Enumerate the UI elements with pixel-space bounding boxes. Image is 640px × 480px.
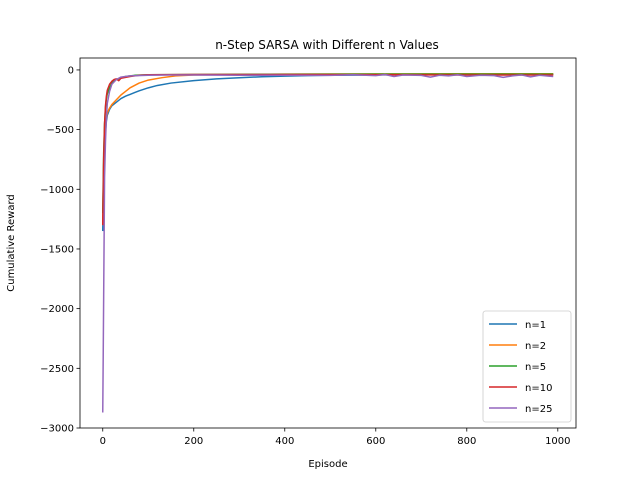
y-axis-ticks: 0 −500 −1000 −1500 −2000 −2500 −3000	[40, 65, 80, 435]
series-line-5	[102, 73, 554, 413]
y-tick-label: −2500	[40, 364, 74, 375]
y-tick-label: 0	[68, 65, 74, 76]
legend-entry-1: n=1	[525, 320, 546, 331]
x-tick-label: 800	[457, 436, 476, 447]
x-axis-ticks: 0 200 400 600 800 1000	[100, 428, 571, 447]
x-tick-label: 600	[366, 436, 385, 447]
x-tick-label: 200	[184, 436, 203, 447]
legend: n=1 n=2 n=5 n=10 n=25	[482, 310, 572, 423]
x-tick-label: 1000	[545, 436, 570, 447]
legend-entry-5: n=25	[525, 404, 552, 415]
legend-entry-3: n=5	[525, 362, 546, 373]
series-layer	[102, 73, 554, 413]
chart-title: n-Step SARSA with Different n Values	[215, 38, 439, 52]
x-axis-label: Episode	[308, 459, 347, 470]
plot-frame	[79, 57, 577, 429]
y-tick-label: −1000	[40, 185, 74, 196]
y-tick-label: −3000	[40, 424, 74, 435]
y-axis-label: Cumulative Reward	[6, 194, 17, 292]
y-tick-label: −1500	[40, 244, 74, 255]
legend-frame	[482, 310, 572, 423]
plot-area	[79, 57, 577, 429]
series-line-4	[102, 73, 554, 226]
x-tick-label: 400	[275, 436, 294, 447]
y-tick-label: −500	[47, 125, 74, 136]
y-tick-label: −2000	[40, 304, 74, 315]
legend-entry-4: n=10	[525, 383, 552, 394]
legend-entry-2: n=2	[525, 341, 546, 352]
x-tick-label: 0	[100, 436, 106, 447]
